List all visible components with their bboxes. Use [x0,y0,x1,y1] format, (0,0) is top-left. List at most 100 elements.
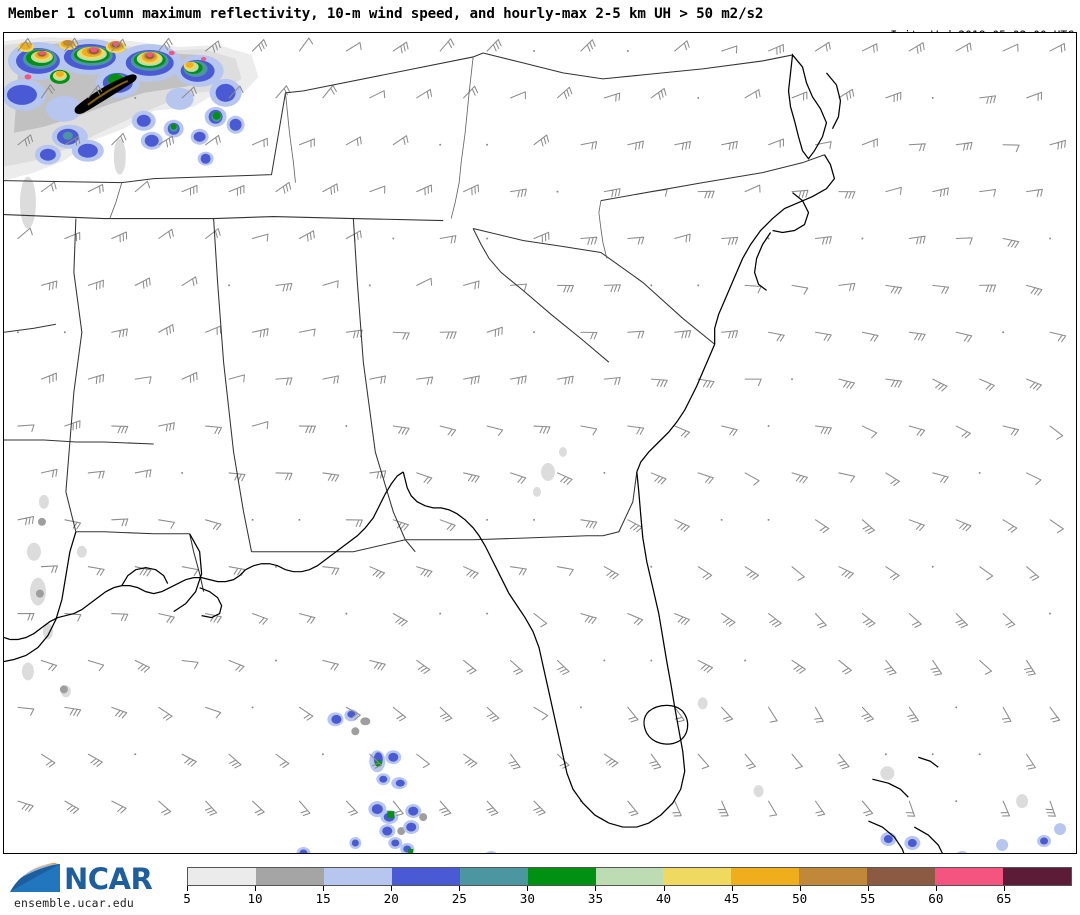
wind-barb [556,566,574,576]
wind-barb-calm [134,96,137,99]
wind-barb [298,800,311,817]
wind-barb [111,132,127,146]
wind-barb [1049,519,1064,534]
wind-barb [510,472,527,484]
wind-barb [134,469,152,478]
wind-barb [228,85,244,99]
wind-barb [721,425,738,436]
wind-barb-calm [744,659,747,662]
wind-barb-calm [650,659,653,662]
wind-barb [814,800,826,817]
wind-barb [205,519,222,531]
wind-barb-calm [603,471,606,474]
wind-barb-calm [931,96,934,99]
wind-barb [814,331,832,342]
colorbar-tickmark [323,886,325,891]
wind-barb [721,140,738,151]
wind-barb [439,800,452,817]
wind-barb [838,472,856,483]
wind-barb [158,706,173,721]
colorbar-segment [663,868,732,885]
wind-barb [905,800,916,817]
wind-barb [298,230,315,242]
wind-barb [1026,566,1040,581]
wind-barb-calm [321,753,324,756]
wind-barb [649,753,662,770]
wind-barb-calm [931,753,934,756]
wind-barb-calm [697,96,700,99]
wind-barb [158,37,173,52]
colorbar-segment [391,868,460,885]
wind-barb [64,706,82,717]
wind-barb [768,44,784,55]
wind-barb [369,659,386,671]
wind-barb [717,800,729,817]
wind-barb [298,613,316,624]
wind-barb [158,613,175,624]
colorbar-tickmark [799,886,801,891]
wind-barb [111,425,129,434]
wind-barb [439,425,457,437]
wind-barb [697,378,715,389]
wind-barb [275,282,293,292]
wind-barb [580,141,598,150]
wind-barb [861,613,876,628]
wind-barb [979,284,997,293]
ncar-logo[interactable]: NCAR ensemble.ucar.edu [6,860,174,912]
wind-barb [861,706,875,723]
wind-barb [556,472,573,485]
wind-barb [908,519,925,532]
wind-barb [40,372,57,384]
wind-barb [627,706,639,723]
wind-barb [252,328,269,338]
wind-barb [228,185,245,196]
wind-barb [908,613,922,628]
wind-barb [17,424,35,433]
wind-barb [744,284,762,294]
wind-barb-calm [251,706,254,709]
wind-barb [955,42,972,53]
wind-barb [791,189,809,199]
wind-barb [674,330,692,339]
wind-barb [580,519,598,529]
wind-barb [885,284,903,295]
wind-barb [861,519,875,535]
ncar-logo-mark [10,863,60,892]
wind-barb [1024,659,1036,676]
wind-barb [1002,144,1020,153]
wind-barb [64,135,81,146]
wind-barb [134,659,151,673]
uh-swath-contour [74,74,137,114]
wind-barb [486,326,503,337]
wind-barb [814,425,832,435]
reflectivity-colorbar[interactable] [187,867,1072,886]
wind-barb [205,425,223,435]
map-panel[interactable] [3,32,1077,854]
colorbar-tick-label: 20 [383,891,399,906]
wind-barb [1002,43,1019,52]
wind-barb [463,753,478,768]
colorbar-tick-label: 35 [587,891,604,906]
wind-barb [228,753,242,769]
wind-barb [1002,519,1018,533]
wind-barb-calm [767,518,770,521]
wind-barb [533,613,548,628]
wind-barb [111,328,128,338]
colorbar-tick-label: 5 [183,891,191,906]
wind-barb [392,800,404,817]
wind-barb [791,472,808,484]
wind-barb [275,472,293,481]
wind-barb [87,470,105,479]
wind-barb [17,612,35,621]
wind-barb [885,378,903,388]
colorbar-tick-label: 10 [247,891,263,906]
wind-barb [885,566,900,581]
wind-barb [252,800,265,816]
wind-barb [674,40,690,52]
wind-barb [463,184,480,196]
wind-barb [674,519,690,532]
wind-barb [627,330,645,339]
wind-barb [627,236,645,245]
colorbar-tick-label: 30 [519,891,535,906]
wind-barb [1026,753,1036,770]
